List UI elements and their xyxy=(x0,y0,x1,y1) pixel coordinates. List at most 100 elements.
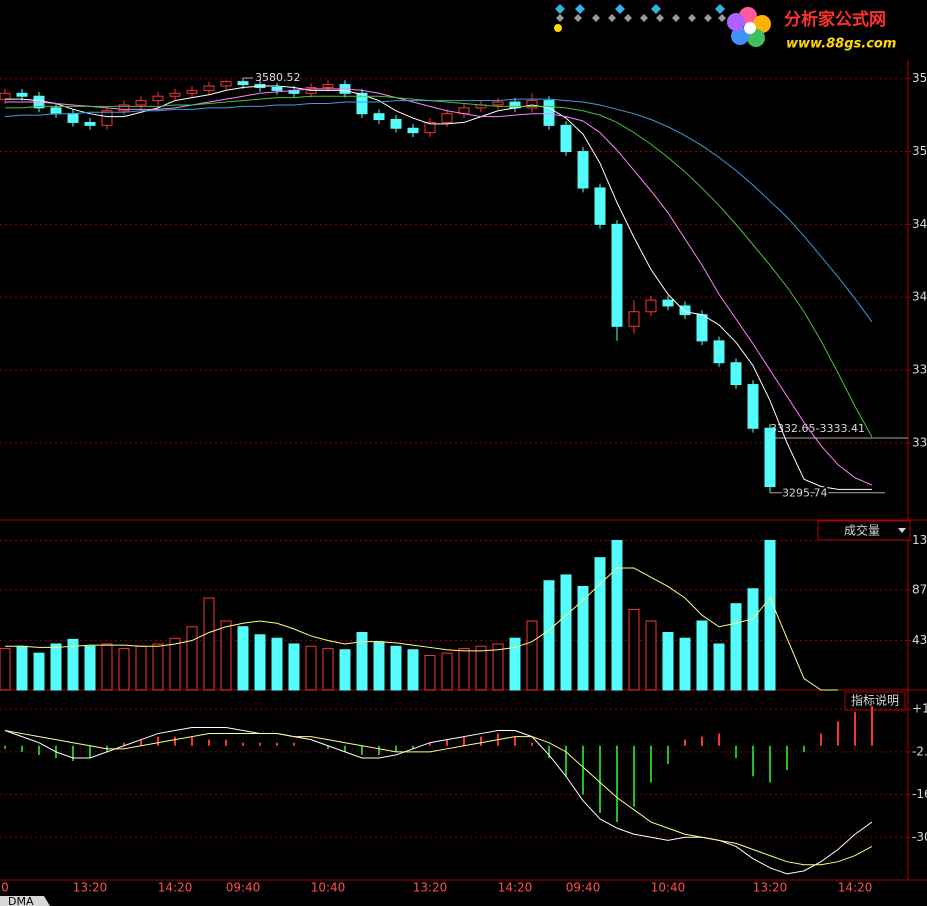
tab[interactable]: DMA xyxy=(0,895,50,906)
y-tick-label: 333 xyxy=(912,435,927,449)
line xyxy=(4,726,873,875)
x-tick-label: 09:40 xyxy=(566,881,601,895)
line xyxy=(4,730,873,866)
candle-body xyxy=(67,113,79,123)
candle-body xyxy=(322,84,334,88)
candle-body xyxy=(611,223,623,327)
x-tick-label: 13:20 xyxy=(413,881,448,895)
x-tick-label: 13:20 xyxy=(73,881,108,895)
candle-body xyxy=(203,85,215,91)
volume-bar xyxy=(254,634,266,691)
volume-bar xyxy=(764,539,776,691)
volume-bar xyxy=(101,643,113,691)
y-tick-label: 348 xyxy=(912,217,927,231)
y-tick-label: 338 xyxy=(912,363,927,377)
line xyxy=(5,567,838,691)
volume-bar xyxy=(220,620,232,691)
candle-body xyxy=(662,299,674,307)
volume-bar xyxy=(679,637,691,691)
candle-body xyxy=(271,86,283,91)
candle-body xyxy=(441,113,453,123)
candle-body xyxy=(169,92,181,97)
candle-body xyxy=(373,113,385,121)
volume-bar xyxy=(424,654,436,691)
tab-label[interactable]: DMA xyxy=(8,895,34,906)
x-tick-label: 13:20 xyxy=(753,881,788,895)
volume-bar xyxy=(492,643,504,691)
y-tick-label: 343 xyxy=(912,290,927,304)
volume-bar xyxy=(747,588,759,691)
y-tick-label: 43 xyxy=(912,633,927,647)
data-label: 3580.52 xyxy=(255,71,301,84)
y-tick-label: +1 xyxy=(912,702,927,716)
volume-bar xyxy=(543,580,555,691)
y-tick-label: -30 xyxy=(912,830,927,844)
diamond-bar xyxy=(554,4,726,32)
volume-bar xyxy=(0,648,11,691)
volume-bar xyxy=(458,648,470,691)
line xyxy=(5,85,872,490)
volume-bar xyxy=(628,608,640,691)
volume-bar xyxy=(16,645,28,691)
candle-body xyxy=(16,92,28,97)
volume-title[interactable]: 成交量 xyxy=(844,523,880,538)
candle-body xyxy=(526,100,538,109)
volume-bar xyxy=(373,641,385,691)
volume-bar xyxy=(271,637,283,691)
annotation: 3332.65-3333.41 xyxy=(770,422,865,435)
volume-bar xyxy=(169,637,181,691)
x-tick-label: 14:20 xyxy=(498,881,533,895)
candle-body xyxy=(560,124,572,153)
volume-bar xyxy=(152,643,164,691)
candle-body xyxy=(543,100,555,126)
candle-body xyxy=(594,187,606,225)
volume-bar xyxy=(475,645,487,691)
volume-bar xyxy=(305,645,317,691)
logo: 分析家公式网 www.88gs.com xyxy=(727,7,896,52)
volume-bar xyxy=(237,626,249,691)
candle-body xyxy=(424,121,436,134)
y-tick-label: 358 xyxy=(912,71,927,85)
volume-bar xyxy=(594,557,606,691)
candle-body xyxy=(220,81,232,87)
candle-body xyxy=(118,104,130,112)
logo-url: www.88gs.com xyxy=(786,37,896,52)
volume-bar xyxy=(560,574,572,691)
line xyxy=(5,88,873,486)
volume-bar xyxy=(526,620,538,691)
volume-bar xyxy=(713,643,725,691)
volume-bar xyxy=(611,539,623,691)
candle-body xyxy=(0,92,11,100)
volume-bar xyxy=(356,631,368,691)
help-button-label[interactable]: 指标说明 xyxy=(851,693,899,708)
candle-body xyxy=(390,119,402,129)
candle-body xyxy=(152,95,164,102)
volume-bar xyxy=(288,643,300,691)
candle-body xyxy=(186,89,198,94)
x-tick-label: 14:20 xyxy=(838,881,873,895)
candle-body xyxy=(628,311,640,327)
volume-bar xyxy=(407,649,419,691)
volume-bar xyxy=(118,648,130,691)
volume-bar xyxy=(50,643,62,691)
volume-bar xyxy=(509,637,521,691)
candle-body xyxy=(679,305,691,316)
help-button[interactable]: 指标说明 xyxy=(844,691,906,711)
candle-body xyxy=(577,151,589,189)
volume-bar xyxy=(203,597,215,691)
volume-bar xyxy=(696,620,708,691)
y-tick-label: 353 xyxy=(912,144,927,158)
volume-bar xyxy=(186,626,198,691)
indicator-menu[interactable]: 成交量 xyxy=(817,520,911,541)
candle-body xyxy=(713,340,725,364)
x-tick-label: 10:40 xyxy=(311,881,346,895)
logo-name: 分析家公式网 xyxy=(784,9,886,30)
y-tick-label: 130 xyxy=(912,533,927,547)
volume-bar xyxy=(322,648,334,691)
candle-body xyxy=(237,81,249,86)
candle-body xyxy=(50,107,62,115)
volume-bar xyxy=(662,631,674,691)
volume-bar xyxy=(441,652,453,691)
